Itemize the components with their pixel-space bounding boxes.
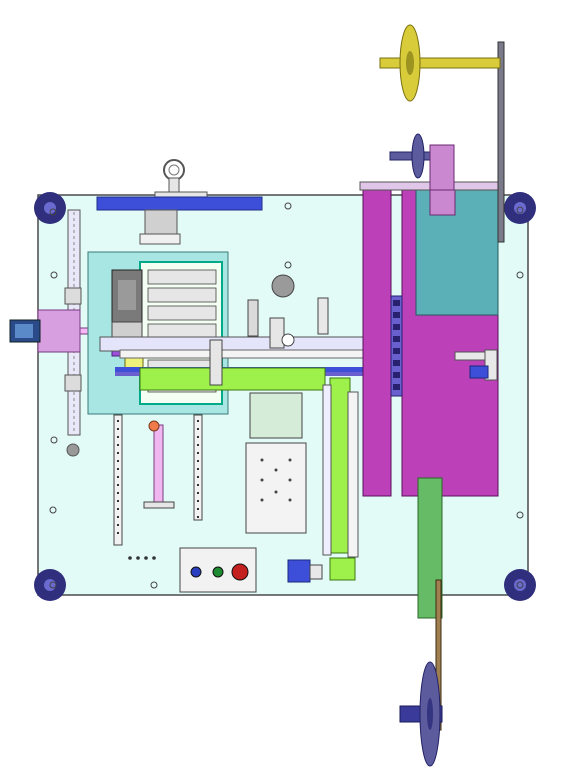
top-reel-bracket [429, 144, 455, 191]
bottom-motor-shaft [309, 564, 323, 580]
center-module-top [249, 392, 303, 439]
left-cylinder-body [37, 309, 81, 353]
top-blue-rail [96, 196, 263, 211]
magenta-block-left [362, 185, 392, 497]
lower-rail-left [113, 414, 123, 546]
bottom-motor [287, 559, 311, 583]
sensor-disc [271, 274, 295, 298]
lime-rail-guide [322, 384, 332, 556]
mounting-holes [49, 202, 524, 589]
lavender-pusher [153, 424, 164, 506]
magenta-divider [390, 295, 403, 397]
upper-post [247, 299, 259, 337]
cam-roller [281, 333, 295, 347]
center-module [245, 442, 307, 534]
top-handle [154, 159, 208, 199]
upper-bracket [269, 317, 285, 349]
cylinder-cap [15, 324, 33, 338]
yellow-reel-shaft [379, 57, 501, 69]
lime-carriage [139, 367, 326, 391]
clamp-base [139, 233, 181, 245]
lower-rail-right [193, 414, 203, 521]
carriage-bracket [209, 339, 223, 386]
motor-face [118, 280, 136, 310]
top-yellow-reel-icon [399, 24, 421, 102]
teal-box [415, 189, 499, 316]
bottom-blue-reel-icon [419, 661, 441, 767]
control-button-green-icon[interactable] [212, 566, 224, 578]
rail-stop-lower [64, 374, 82, 392]
foot-bottom-right-icon [504, 569, 536, 601]
right-sensor [469, 365, 489, 379]
right-support-bar [497, 41, 505, 243]
pusher-tip [148, 420, 160, 432]
lime-vertical-rail [329, 377, 351, 554]
divider-marks [393, 300, 400, 390]
foot-top-right-icon [504, 192, 536, 224]
top-right-standoff [454, 351, 486, 361]
foot-top-left-icon [34, 192, 66, 224]
center-module-holes [260, 458, 292, 502]
lime-rail-side [347, 391, 359, 558]
main-guide-rail-lower [119, 349, 381, 359]
control-button-blue-icon[interactable] [190, 566, 202, 578]
rail-knob [66, 443, 80, 457]
pusher-foot [143, 501, 175, 509]
rail-dashes [117, 420, 199, 540]
main-guide-rail-upper [99, 336, 386, 352]
rail-stop-upper [64, 287, 82, 305]
emergency-stop-red-icon[interactable] [231, 563, 249, 581]
indicator-dots [128, 556, 156, 560]
right-post [317, 297, 329, 335]
lime-rail-end [329, 557, 356, 581]
